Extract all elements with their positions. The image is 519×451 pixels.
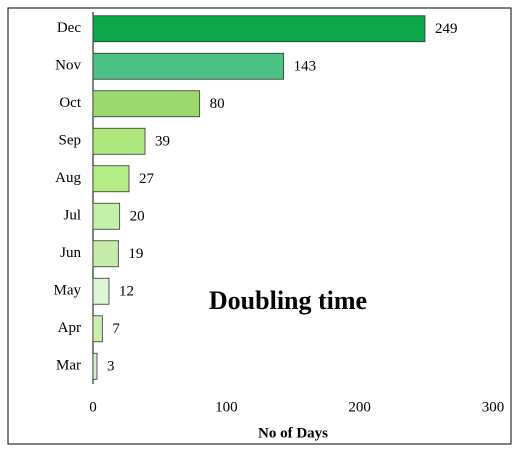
data-label: 7 [112, 321, 120, 337]
y-tick-label: Dec [57, 20, 81, 36]
y-tick-label: Jun [60, 245, 81, 261]
data-label: 80 [210, 96, 225, 112]
bar [92, 15, 426, 43]
bar [92, 315, 103, 343]
bar [92, 202, 121, 230]
data-label: 143 [294, 59, 317, 75]
y-tick-label: Nov [55, 58, 81, 74]
x-tick-label: 100 [215, 399, 238, 415]
data-label: 249 [435, 21, 458, 37]
y-tick-label: Sep [59, 133, 82, 149]
y-tick-label: Mar [56, 358, 81, 374]
bar [92, 127, 146, 155]
bar [92, 90, 201, 118]
frame [7, 7, 512, 445]
x-tick-label: 0 [89, 399, 97, 415]
x-axis-label: No of Days [258, 425, 328, 441]
y-tick-label: Aug [55, 170, 81, 186]
bar [92, 352, 98, 380]
data-label: 27 [139, 171, 155, 187]
data-label: 39 [155, 134, 170, 150]
y-tick-label: May [54, 283, 82, 299]
bar [92, 165, 130, 193]
y-tick-label: Apr [58, 320, 81, 336]
annotation: Doubling time [209, 286, 367, 315]
x-tick-label: 200 [348, 399, 371, 415]
data-label: 3 [107, 359, 115, 375]
y-tick-label: Jul [63, 208, 81, 224]
x-tick-label: 300 [482, 399, 505, 415]
data-label: 12 [119, 284, 134, 300]
y-tick-label: Oct [59, 95, 81, 111]
bar [92, 52, 285, 80]
bar [92, 240, 119, 268]
data-label: 19 [128, 246, 143, 262]
data-label: 20 [130, 209, 145, 225]
bar [92, 277, 110, 305]
